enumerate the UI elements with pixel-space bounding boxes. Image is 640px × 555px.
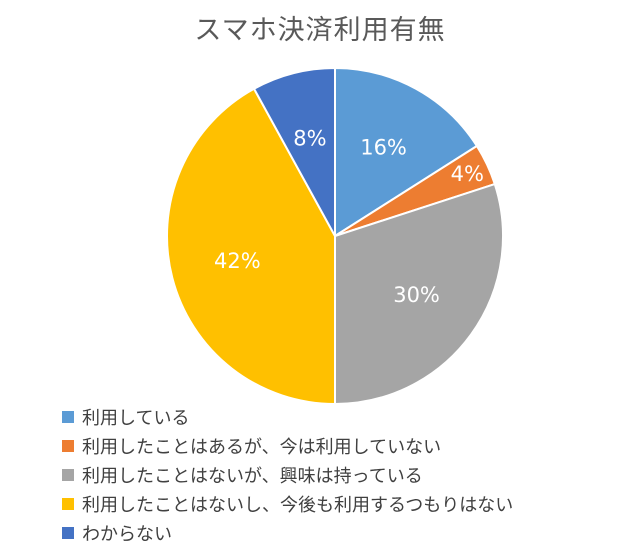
pie-slice-5 <box>252 66 336 237</box>
pie-slice-4 <box>166 87 336 406</box>
legend-label-4: 利用したことはないし、今後も利用するつもりはない <box>82 494 514 516</box>
data-label-1: 16% <box>360 136 407 160</box>
data-label-4: 42% <box>214 249 261 273</box>
legend-label-2: 利用したことはあるが、今は利用していない <box>82 436 442 458</box>
legend-label-3: 利用したことはないが、興味は持っている <box>82 465 423 487</box>
data-label-5: 8% <box>293 126 326 150</box>
legend-item-3: 利用したことはないが、興味は持っている <box>62 460 513 489</box>
pie-slice-3 <box>334 182 504 406</box>
legend: 利用している利用したことはあるが、今は利用していない 利用したことはないが、興味は… <box>62 402 513 547</box>
legend-item-2: 利用したことはあるが、今は利用していない <box>62 431 513 460</box>
legend-label-1: 利用している <box>82 407 190 429</box>
legend-swatch-5 <box>62 526 74 539</box>
data-label-3: 30% <box>393 283 440 307</box>
legend-item-1: 利用している <box>62 402 513 431</box>
legend-label-5: わからない <box>82 523 172 545</box>
legend-swatch-2 <box>62 439 74 452</box>
chart-title: スマホ決済利用有無 <box>194 15 446 46</box>
legend-item-4: 利用したことはないし、今後も利用するつもりはない <box>62 489 513 518</box>
data-label-2: 4% <box>451 162 484 186</box>
legend-item-5: わからない <box>62 518 513 547</box>
legend-swatch-1 <box>62 410 74 423</box>
pie-chart: 16% 4% 30% 42% 8% <box>166 66 504 406</box>
legend-swatch-3 <box>62 468 74 481</box>
legend-swatch-4 <box>62 497 74 510</box>
pie-slice-1 <box>334 66 479 238</box>
